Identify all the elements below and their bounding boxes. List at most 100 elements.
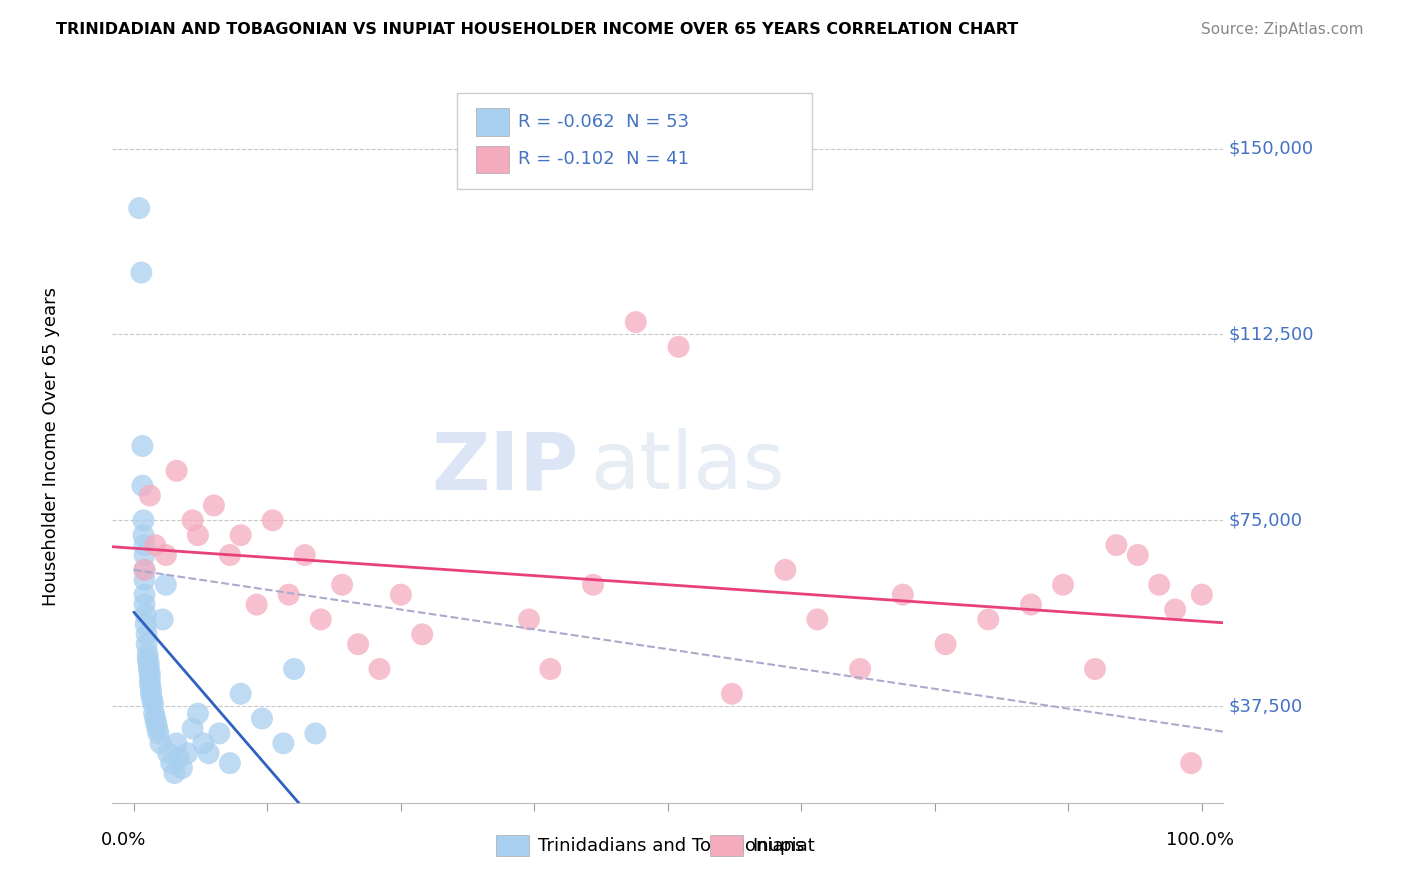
- Point: [721, 687, 744, 701]
- Point: [181, 513, 204, 527]
- Bar: [475, 145, 509, 173]
- Point: [347, 637, 370, 651]
- Point: [517, 612, 540, 626]
- Point: [136, 647, 159, 661]
- Text: $150,000: $150,000: [1229, 140, 1313, 158]
- Point: [849, 662, 872, 676]
- Point: [304, 726, 326, 740]
- Point: [193, 736, 215, 750]
- Point: [139, 667, 162, 681]
- Point: [891, 588, 914, 602]
- Point: [134, 563, 156, 577]
- Point: [176, 746, 198, 760]
- Point: [139, 687, 162, 701]
- Point: [148, 726, 170, 740]
- Text: Householder Income Over 65 years: Householder Income Over 65 years: [42, 286, 60, 606]
- Point: [775, 563, 797, 577]
- Point: [181, 722, 204, 736]
- Point: [208, 726, 231, 740]
- Point: [1019, 598, 1042, 612]
- Point: [128, 201, 150, 215]
- Point: [131, 266, 153, 280]
- Point: [155, 548, 177, 562]
- Point: [246, 598, 269, 612]
- Point: [143, 706, 166, 721]
- Point: [135, 617, 157, 632]
- Point: [132, 528, 155, 542]
- Text: Inupiat: Inupiat: [752, 837, 815, 855]
- Point: [977, 612, 1000, 626]
- Point: [134, 538, 156, 552]
- Point: [138, 662, 160, 676]
- Point: [170, 761, 193, 775]
- Text: R = -0.062  N = 53: R = -0.062 N = 53: [517, 113, 689, 131]
- Point: [132, 513, 155, 527]
- Point: [934, 637, 956, 651]
- Point: [1164, 602, 1187, 616]
- Point: [1105, 538, 1128, 552]
- Point: [277, 588, 299, 602]
- Point: [219, 756, 242, 771]
- Point: [139, 677, 162, 691]
- Point: [152, 612, 174, 626]
- Point: [134, 563, 156, 577]
- Point: [368, 662, 391, 676]
- Point: [141, 691, 163, 706]
- Text: 100.0%: 100.0%: [1167, 831, 1234, 849]
- Point: [250, 712, 273, 726]
- Point: [139, 681, 162, 696]
- Bar: [475, 109, 509, 136]
- Text: $112,500: $112,500: [1229, 326, 1315, 343]
- Point: [167, 751, 190, 765]
- Point: [166, 736, 188, 750]
- Text: ZIP: ZIP: [432, 428, 579, 507]
- Point: [143, 538, 166, 552]
- Point: [139, 489, 162, 503]
- Point: [134, 588, 156, 602]
- Point: [149, 736, 172, 750]
- Point: [273, 736, 295, 750]
- Point: [389, 588, 412, 602]
- Point: [131, 478, 153, 492]
- Point: [142, 697, 165, 711]
- Point: [160, 756, 183, 771]
- Point: [135, 637, 157, 651]
- Bar: [710, 835, 744, 856]
- Point: [157, 746, 180, 760]
- Point: [138, 657, 160, 671]
- Point: [283, 662, 305, 676]
- Point: [1084, 662, 1107, 676]
- Point: [134, 573, 156, 587]
- Point: [1126, 548, 1149, 562]
- Text: 0.0%: 0.0%: [101, 831, 146, 849]
- Point: [1180, 756, 1202, 771]
- Point: [1147, 578, 1170, 592]
- Point: [139, 672, 162, 686]
- Point: [135, 607, 157, 622]
- Point: [136, 652, 159, 666]
- Point: [262, 513, 284, 527]
- Text: R = -0.102  N = 41: R = -0.102 N = 41: [517, 150, 689, 168]
- Point: [143, 712, 166, 726]
- Point: [411, 627, 433, 641]
- Point: [163, 766, 186, 780]
- Point: [1191, 588, 1213, 602]
- Point: [806, 612, 828, 626]
- Point: [219, 548, 242, 562]
- Point: [166, 464, 188, 478]
- Point: [187, 706, 209, 721]
- Text: $37,500: $37,500: [1229, 698, 1303, 715]
- Point: [134, 598, 156, 612]
- Text: $75,000: $75,000: [1229, 511, 1303, 529]
- Point: [202, 499, 225, 513]
- Point: [134, 548, 156, 562]
- Text: Trinidadians and Tobagonians: Trinidadians and Tobagonians: [538, 837, 804, 855]
- Bar: [496, 835, 529, 856]
- Point: [146, 722, 169, 736]
- Point: [1052, 578, 1074, 592]
- Point: [309, 612, 332, 626]
- Point: [155, 578, 177, 592]
- Text: TRINIDADIAN AND TOBAGONIAN VS INUPIAT HOUSEHOLDER INCOME OVER 65 YEARS CORRELATI: TRINIDADIAN AND TOBAGONIAN VS INUPIAT HO…: [56, 22, 1018, 37]
- Point: [582, 578, 605, 592]
- Point: [330, 578, 353, 592]
